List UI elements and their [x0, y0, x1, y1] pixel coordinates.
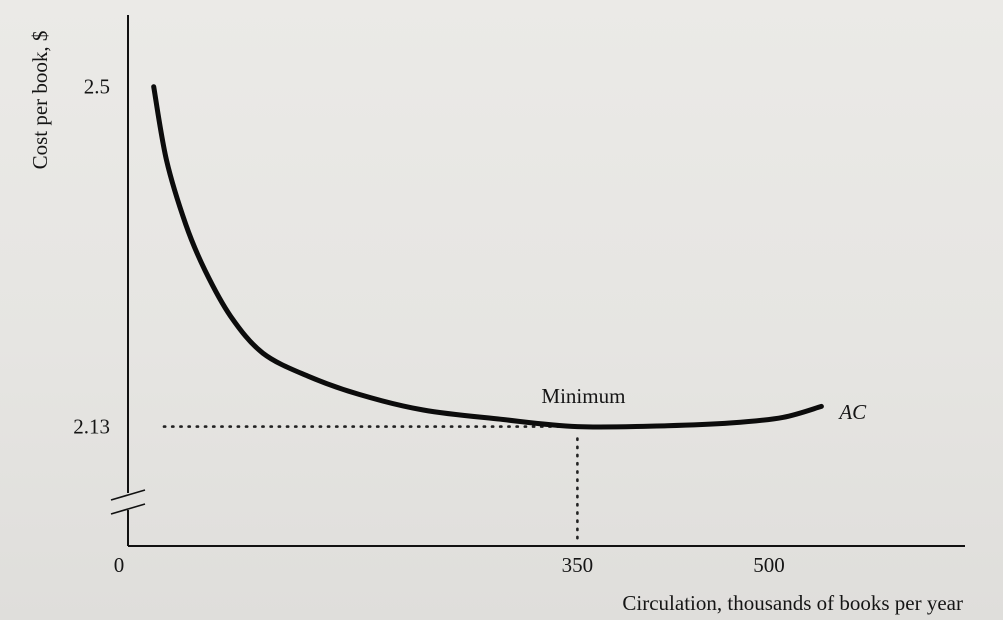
- y-tick-label: 2.13: [73, 415, 110, 439]
- minimum-annotation: Minimum: [541, 384, 625, 408]
- x-tick-label: 350: [562, 553, 594, 577]
- labels-group: Cost per book, $ Circulation, thousands …: [28, 31, 963, 615]
- y-tick-label: 2.5: [84, 75, 110, 99]
- axis-break-mark: [110, 489, 146, 501]
- axis-break-mark: [110, 503, 146, 515]
- ac-curve-label: AC: [837, 400, 867, 424]
- y-axis-label: Cost per book, $: [28, 31, 52, 170]
- x-axis-label: Circulation, thousands of books per year: [622, 591, 963, 615]
- curve-group: [151, 84, 824, 430]
- x-tick-label: 500: [753, 553, 785, 577]
- x-tick-label: 0: [114, 553, 125, 577]
- ac-curve: [151, 84, 824, 430]
- axes-group: [110, 15, 965, 547]
- reference-lines-group: [162, 425, 579, 542]
